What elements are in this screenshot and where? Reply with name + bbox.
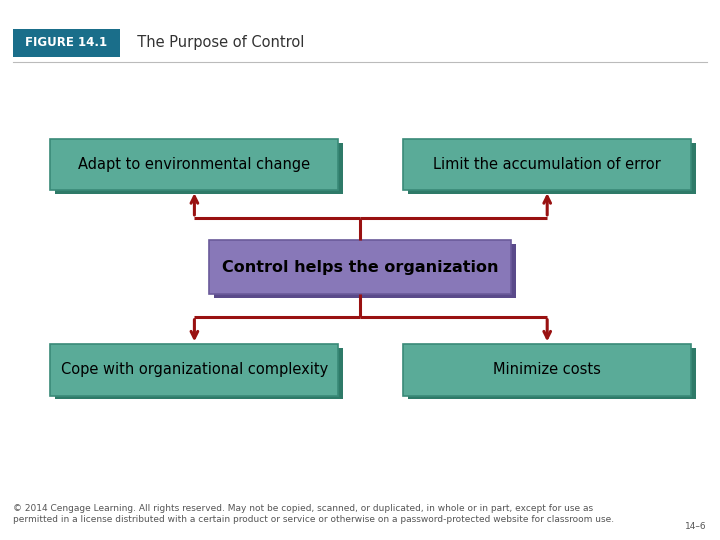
FancyBboxPatch shape [408, 348, 696, 399]
FancyBboxPatch shape [408, 143, 696, 194]
Text: Control helps the organization: Control helps the organization [222, 260, 498, 275]
FancyBboxPatch shape [13, 29, 120, 57]
Text: 14–6: 14–6 [685, 522, 707, 531]
FancyBboxPatch shape [214, 244, 516, 298]
Text: The Purpose of Control: The Purpose of Control [128, 35, 305, 50]
Text: Limit the accumulation of error: Limit the accumulation of error [433, 157, 661, 172]
FancyBboxPatch shape [55, 143, 343, 194]
Text: FIGURE 14.1: FIGURE 14.1 [25, 36, 107, 49]
FancyBboxPatch shape [403, 139, 691, 191]
FancyBboxPatch shape [50, 139, 338, 191]
Text: Minimize costs: Minimize costs [493, 362, 601, 377]
FancyBboxPatch shape [403, 345, 691, 395]
FancyBboxPatch shape [50, 345, 338, 395]
FancyBboxPatch shape [209, 240, 511, 294]
Text: Cope with organizational complexity: Cope with organizational complexity [60, 362, 328, 377]
FancyBboxPatch shape [55, 348, 343, 399]
Text: Adapt to environmental change: Adapt to environmental change [78, 157, 310, 172]
Text: © 2014 Cengage Learning. All rights reserved. May not be copied, scanned, or dup: © 2014 Cengage Learning. All rights rese… [13, 504, 614, 524]
